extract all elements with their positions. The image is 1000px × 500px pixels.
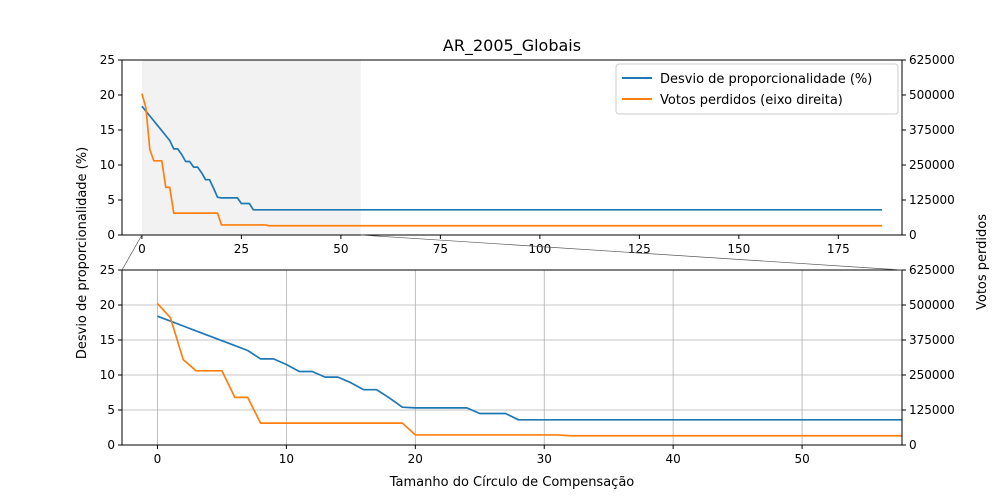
series-line-votos (156, 303, 902, 437)
y-tick-label-left: 15 (100, 333, 115, 347)
x-tick-label: 50 (333, 242, 348, 256)
legend-label-desvio: Desvio de proporcionalidade (%) (660, 72, 872, 87)
legend-label-votos: Votos perdidos (eixo direita) (660, 93, 843, 108)
legend-box (615, 63, 899, 115)
series-line-desvio (157, 315, 902, 421)
y-tick-label-left: 25 (100, 263, 115, 277)
chart-title: AR_2005_Globais (443, 36, 581, 56)
x-tick-label: 10 (279, 452, 294, 466)
x-axis-label: Tamanho do Círculo de Compensação (389, 475, 635, 490)
x-tick-label: 175 (827, 242, 850, 256)
y-tick-label-right: 125000 (909, 403, 955, 417)
series-line-desvio (141, 105, 883, 211)
y-tick-label-right: 0 (909, 228, 917, 242)
y-tick-label-right: 625000 (909, 53, 955, 67)
legend: Desvio de proporcionalidade (%) Votos pe… (615, 63, 899, 115)
x-tick-label: 50 (794, 452, 809, 466)
overview-panel: 0 25 50 75 100 125 150 175 0 5 10 15 20 25 0 125000 2500… (100, 53, 955, 256)
y-tick-label-right: 375000 (909, 123, 955, 137)
y-axis-right-label: Votos perdidos (975, 214, 990, 310)
x-tick-label: 0 (154, 452, 162, 466)
y-tick-label-right: 375000 (909, 333, 955, 347)
x-tick-label: 100 (528, 242, 551, 256)
connector-line-right (360, 234, 903, 271)
x-tick-label: 150 (727, 242, 750, 256)
y-tick-label-left: 0 (107, 228, 115, 242)
x-tick-label: 0 (138, 242, 146, 256)
series-line-votos (141, 93, 883, 227)
y-tick-label-left: 25 (100, 53, 115, 67)
y-tick-label-left: 20 (100, 88, 115, 102)
zoom-panel: 0 10 20 30 40 50 0 5 10 15 20 25 0 125000 250000 375000… (100, 263, 955, 466)
x-tick-label: 75 (433, 242, 448, 256)
y-tick-label-right: 625000 (909, 263, 955, 277)
plot-frame (121, 59, 903, 236)
y-tick-label-left: 10 (100, 158, 115, 172)
x-tick-label: 25 (234, 242, 249, 256)
x-tick-label: 125 (628, 242, 651, 256)
y-tick-label-left: 5 (107, 403, 115, 417)
y-axis-left-label: Desvio de proporcionalidade (%) (75, 147, 90, 359)
y-tick-label-right: 500000 (909, 88, 955, 102)
plot-frame (121, 269, 903, 446)
y-tick-label-right: 500000 (909, 298, 955, 312)
y-tick-label-right: 125000 (909, 193, 955, 207)
y-tick-label-left: 5 (107, 193, 115, 207)
x-tick-label: 40 (666, 452, 681, 466)
connector-line-left (121, 234, 143, 271)
x-tick-label: 20 (408, 452, 423, 466)
y-tick-label-right: 0 (909, 438, 917, 452)
zoom-region-shading (141, 60, 361, 235)
x-tick-label: 30 (537, 452, 552, 466)
y-tick-label-right: 250000 (909, 158, 955, 172)
y-tick-label-left: 0 (107, 438, 115, 452)
y-tick-label-left: 10 (100, 368, 115, 382)
y-tick-label-left: 20 (100, 298, 115, 312)
zoom-connector-lines (121, 234, 903, 271)
y-tick-label-right: 250000 (909, 368, 955, 382)
y-tick-label-left: 15 (100, 123, 115, 137)
